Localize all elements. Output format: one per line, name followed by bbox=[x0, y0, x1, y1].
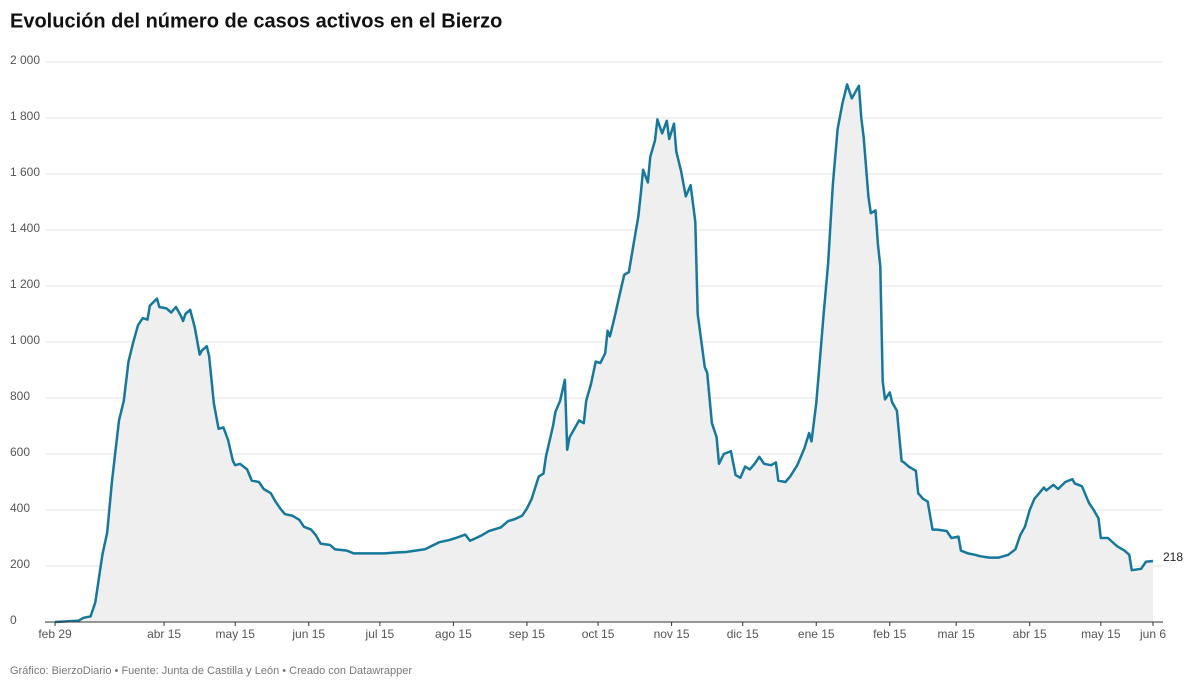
x-tick-label: nov 15 bbox=[654, 627, 690, 641]
x-tick-label: oct 15 bbox=[582, 627, 615, 641]
line bbox=[54, 83, 1154, 624]
x-tick-label: may 15 bbox=[1081, 627, 1121, 641]
x-tick-label: abr 15 bbox=[147, 627, 181, 641]
x-tick-label: ene 15 bbox=[798, 627, 835, 641]
chart-title: Evolución del número de casos activos en… bbox=[10, 10, 502, 32]
y-tick-label: 600 bbox=[10, 445, 30, 459]
area bbox=[55, 84, 1153, 622]
x-tick-label: jul 15 bbox=[365, 627, 395, 641]
y-tick-label: 1 400 bbox=[10, 221, 40, 235]
x-tick-label: sep 15 bbox=[509, 627, 545, 641]
x-tick-label: ago 15 bbox=[435, 627, 472, 641]
y-tick-label: 400 bbox=[10, 501, 30, 515]
footer: Gráfico: BierzoDiario • Fuente: Junta de… bbox=[10, 665, 412, 677]
y-tick-label: 0 bbox=[10, 613, 17, 627]
y-tick-label: 2 000 bbox=[10, 53, 40, 67]
y-tick-label: 200 bbox=[10, 557, 30, 571]
end-label: 218 bbox=[1163, 550, 1183, 564]
x-tick-label: jun 15 bbox=[291, 627, 325, 641]
y-tick-label: 1 200 bbox=[10, 277, 40, 291]
x-tick-label: jun 6 bbox=[1139, 627, 1166, 641]
x-tick-label: mar 15 bbox=[937, 627, 975, 641]
y-tick-label: 1 000 bbox=[10, 333, 40, 347]
x-tick-label: may 15 bbox=[216, 627, 256, 641]
y-tick-label: 1 800 bbox=[10, 109, 40, 123]
x-tick-label: feb 15 bbox=[873, 627, 907, 641]
x-tick-label: feb 29 bbox=[38, 627, 72, 641]
y-tick-label: 1 600 bbox=[10, 165, 40, 179]
x-tick-label: abr 15 bbox=[1013, 627, 1047, 641]
y-tick-label: 800 bbox=[10, 389, 30, 403]
x-tick-label: dic 15 bbox=[727, 627, 759, 641]
